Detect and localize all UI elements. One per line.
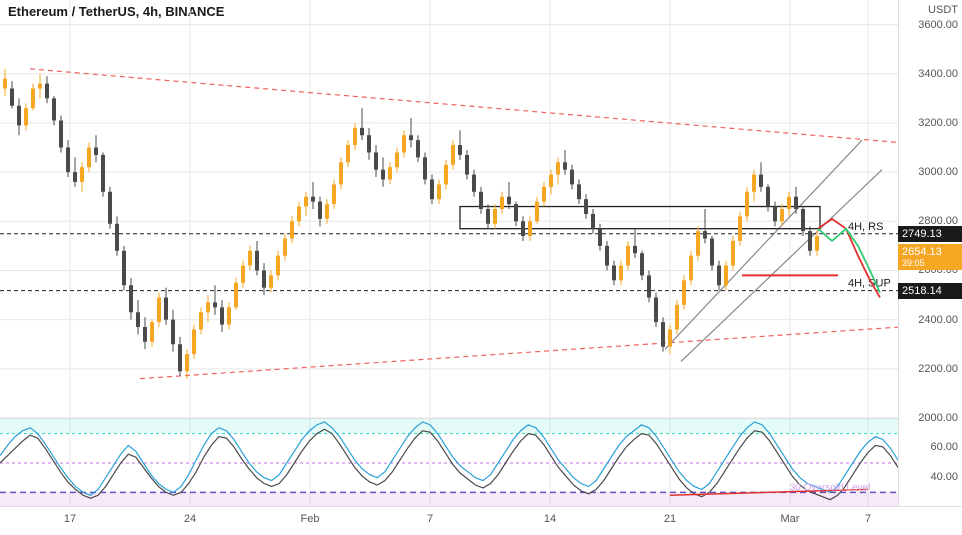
time-tick: 7 <box>427 513 433 525</box>
time-tick: 14 <box>544 513 556 525</box>
time-axis: 17 24 Feb 7 14 21 Mar 7 <box>0 506 962 535</box>
price-chart-svg: 4H, RS4H, SUP <box>0 0 898 418</box>
price-tick: 3200.00 <box>918 117 958 129</box>
time-tick: 21 <box>664 513 676 525</box>
price-tick: 3400.00 <box>918 68 958 80</box>
time-tick: Mar <box>781 513 800 525</box>
indicator-tick: 40.00 <box>930 471 958 483</box>
price-tick: 2200.00 <box>918 363 958 375</box>
time-tick: 24 <box>184 513 196 525</box>
current-price-tag: 2654.1339:05 <box>898 244 962 270</box>
indicator-tick: 60.00 <box>930 441 958 453</box>
price-tick: 3000.00 <box>918 166 958 178</box>
price-level-tag: 2749.13 <box>898 226 962 242</box>
price-tick: 3600.00 <box>918 19 958 31</box>
indicator-svg: 30 Oversold Level <box>0 418 898 506</box>
time-tick: 7 <box>865 513 871 525</box>
indicator-axis: 40.00 60.00 <box>898 418 962 506</box>
svg-text:30 Oversold Level: 30 Oversold Level <box>790 482 871 493</box>
time-tick: 17 <box>64 513 76 525</box>
price-unit: USDT <box>928 4 958 16</box>
svg-text:4H, RS: 4H, RS <box>848 221 883 233</box>
price-tick: 2400.00 <box>918 314 958 326</box>
price-axis: USDT 2000.002200.002400.002600.002800.00… <box>898 0 962 418</box>
price-level-tag: 2518.14 <box>898 283 962 299</box>
trading-chart[interactable]: Ethereum / TetherUS, 4h, BINANCE 4H, RS4… <box>0 0 962 535</box>
time-tick: Feb <box>301 513 320 525</box>
